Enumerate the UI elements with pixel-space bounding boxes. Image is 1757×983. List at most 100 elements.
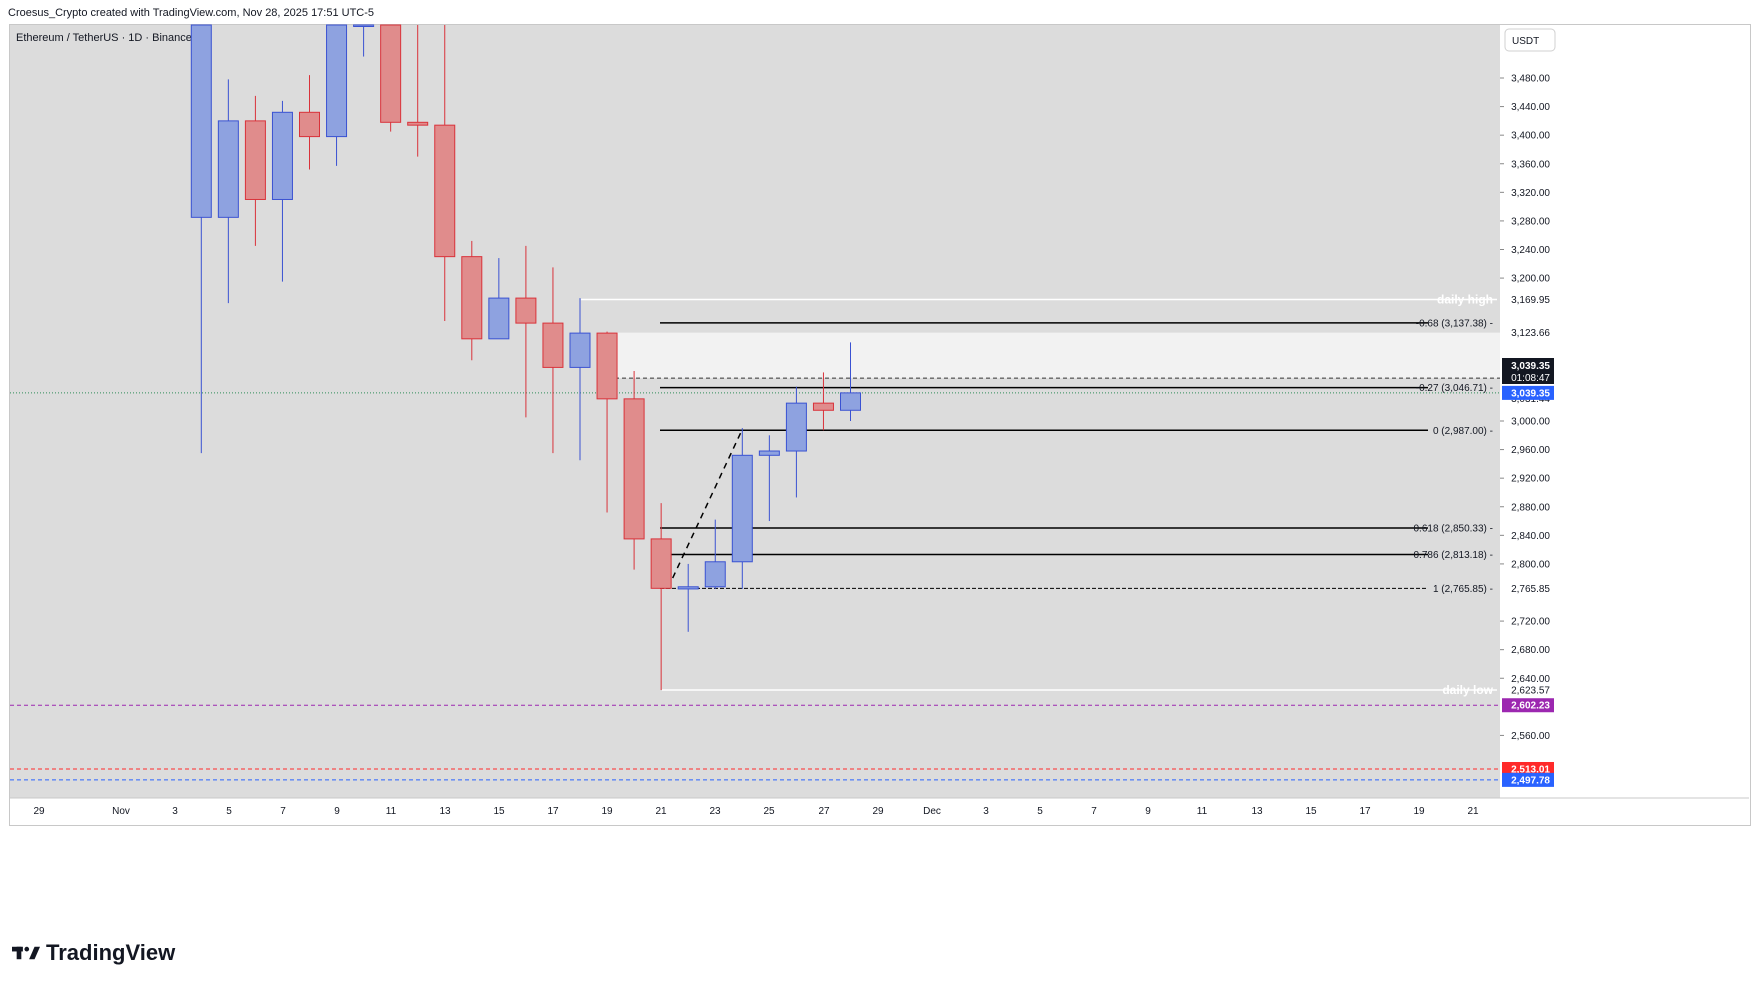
x-tick-label: 9	[1145, 806, 1151, 817]
price-tag-bg	[1502, 582, 1554, 595]
candle-body	[812, 402, 834, 411]
candle-body	[407, 121, 429, 126]
price-tag-bg	[1502, 293, 1554, 306]
x-tick-label: 27	[818, 806, 830, 817]
x-tick-label: 11	[386, 806, 397, 817]
time-axis-background	[10, 798, 1749, 823]
y-tick-label: 2,560.00	[1511, 731, 1550, 742]
fib-label: 0.618 (2,850.33) -	[1414, 523, 1494, 534]
candle-body	[677, 586, 699, 590]
x-tick-label: 15	[493, 806, 505, 817]
candle-body	[271, 111, 293, 200]
candle-body	[190, 24, 212, 218]
tradingview-logo-icon	[12, 946, 40, 960]
price-tag: 3,169.95	[1511, 295, 1550, 306]
price-tag: 2,513.01	[1511, 764, 1550, 775]
y-tick-label: 3,320.00	[1511, 188, 1550, 199]
x-tick-label: 3	[983, 806, 989, 817]
candle-body	[515, 297, 537, 324]
x-tick-label: 23	[709, 806, 721, 817]
daily-high-label: daily high	[1437, 293, 1493, 307]
candle-body	[353, 24, 375, 27]
price-axis-background	[1500, 25, 1749, 798]
x-tick-label: 29	[33, 806, 45, 817]
price-tag: 2,497.78	[1511, 775, 1550, 786]
price-tag-bg	[1502, 761, 1554, 776]
x-tick-label: 3	[172, 806, 178, 817]
tradingview-brand: TradingView	[46, 940, 176, 965]
candle-body	[299, 111, 320, 138]
y-tick-label: 2,680.00	[1511, 645, 1550, 656]
price-tag-bg	[1502, 772, 1554, 787]
candle-body	[217, 120, 239, 218]
fib-label: 0 (2,987.00) -	[1433, 426, 1493, 437]
y-tick-label: 3,480.00	[1511, 74, 1550, 85]
y-tick-label: 2,920.00	[1511, 474, 1550, 485]
price-tag: 2,602.23	[1511, 701, 1550, 712]
fib-label: 0.786 (2,813.18) -	[1414, 550, 1494, 561]
chart-frame[interactable]	[9, 24, 1751, 826]
x-tick-label: 7	[1091, 806, 1097, 817]
x-tick-label: Dec	[923, 806, 941, 817]
chart-caption: Croesus_Crypto created with TradingView.…	[8, 7, 375, 19]
x-tick-label: 11	[1197, 806, 1208, 817]
candle-body	[542, 322, 564, 368]
y-tick-label: 2,800.00	[1511, 559, 1550, 570]
price-tag: 2,623.57	[1511, 685, 1550, 696]
price-tag: 3,123.66	[1511, 328, 1550, 339]
x-tick-label: 5	[226, 806, 232, 817]
fib-label: -0.68 (3,137.38) -	[1416, 318, 1493, 329]
candle-body	[380, 24, 402, 123]
candle-body	[840, 392, 861, 411]
y-tick-label: 3,360.00	[1511, 159, 1550, 170]
candle-body	[623, 398, 645, 540]
y-tick-label: 3,240.00	[1511, 245, 1550, 256]
x-tick-label: 9	[334, 806, 340, 817]
candle-body	[326, 24, 348, 138]
current-price-box	[1502, 385, 1554, 400]
x-tick-label: 19	[601, 806, 613, 817]
candle-body	[434, 124, 456, 258]
chart-title: Ethereum / TetherUS · 1D · Binance	[16, 32, 192, 44]
candle-body	[758, 450, 780, 456]
price-tag: 2,765.85	[1511, 584, 1550, 595]
x-tick-label: 5	[1037, 806, 1043, 817]
y-tick-label: 3,440.00	[1511, 102, 1550, 113]
countdown-label: 01:08:47	[1511, 373, 1550, 384]
y-tick-label: 3,000.00	[1511, 417, 1550, 428]
price-tag-bg	[1502, 683, 1554, 696]
candle-body	[244, 120, 266, 200]
x-tick-label: 17	[1359, 806, 1371, 817]
y-tick-label: 2,720.00	[1511, 617, 1550, 628]
fib-label: 1 (2,765.85) -	[1433, 584, 1493, 595]
candle-body	[596, 332, 618, 400]
resistance-zone	[615, 332, 1500, 379]
y-tick-label: 2,960.00	[1511, 445, 1550, 456]
y-tick-label: 3,280.00	[1511, 216, 1550, 227]
price-tag-bg	[1502, 326, 1554, 339]
x-tick-label: 25	[763, 806, 775, 817]
currency-button[interactable]	[1504, 28, 1556, 52]
x-tick-label: 21	[1467, 806, 1479, 817]
currency-button-label: USDT	[1512, 36, 1539, 47]
tradingview-logo[interactable]: TradingView	[12, 940, 175, 966]
candle-body	[704, 561, 726, 588]
y-tick-label: 2,840.00	[1511, 531, 1550, 542]
last-price-box	[1502, 358, 1554, 384]
candle-body	[731, 454, 753, 563]
x-tick-label: 29	[872, 806, 884, 817]
daily-low-label: daily low	[1442, 683, 1493, 697]
x-tick-label: Nov	[112, 806, 130, 817]
y-tick-label: 2,640.00	[1511, 674, 1550, 685]
x-tick-label: 17	[547, 806, 559, 817]
x-tick-label: 13	[439, 806, 451, 817]
candle-body	[650, 538, 672, 589]
candle-body	[785, 402, 807, 452]
x-tick-label: 15	[1305, 806, 1317, 817]
last-price-label: 3,039.35	[1511, 361, 1550, 372]
fib-label: -0.27 (3,046.71) -	[1416, 383, 1493, 394]
y-tick-label: 3,200.00	[1511, 274, 1550, 285]
current-price-label: 3,039.35	[1511, 388, 1550, 399]
y-tick-label: 2,880.00	[1511, 502, 1550, 513]
